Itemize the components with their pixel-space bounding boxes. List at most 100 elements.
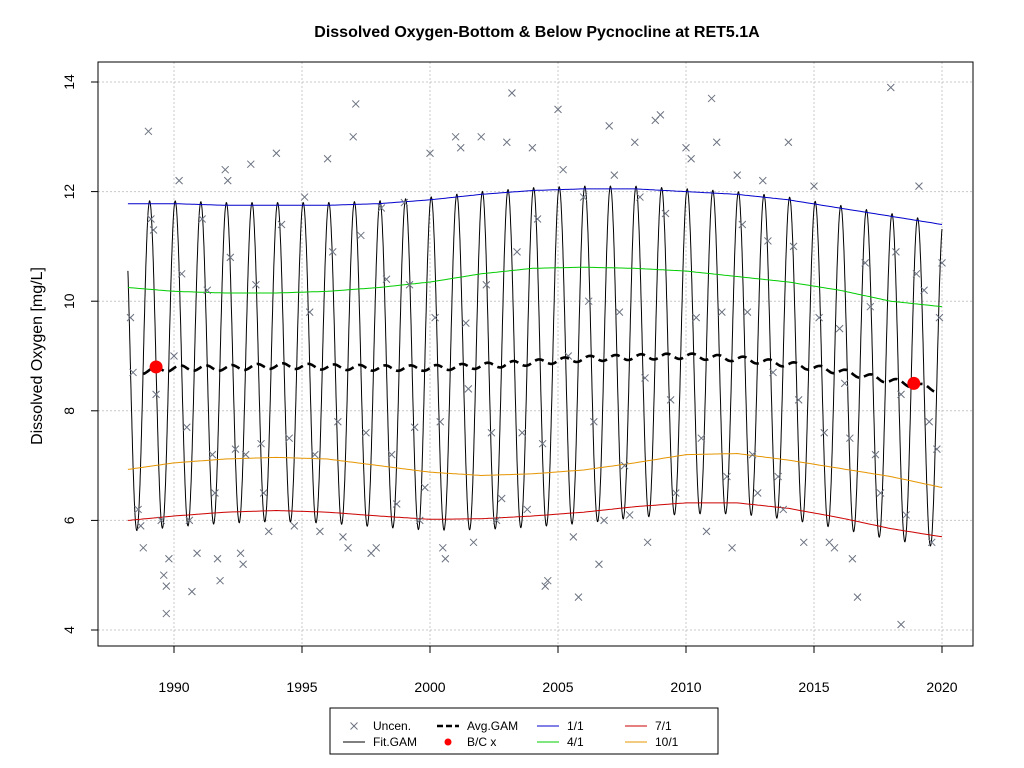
observation-point: [938, 258, 946, 267]
observation-stroke: [733, 171, 742, 180]
observation-stroke: [853, 593, 862, 601]
observation-point: [712, 138, 721, 147]
observation-point: [426, 149, 434, 158]
observation-stroke: [469, 538, 478, 547]
observation-stroke: [252, 280, 260, 289]
observation-stroke: [915, 182, 923, 190]
observation-stroke: [246, 160, 255, 169]
observation-stroke: [758, 176, 767, 185]
observation-point: [405, 280, 414, 289]
y-axis-label: Dissolved Oxygen [mg/L]: [29, 267, 46, 445]
observation-point: [738, 220, 747, 229]
observation-stroke: [502, 138, 511, 147]
x-tick-label: 2010: [670, 679, 701, 695]
observation-point: [886, 83, 895, 92]
observation-stroke: [615, 308, 624, 317]
observation-stroke: [421, 483, 429, 492]
y-tick-label: 4: [61, 626, 77, 634]
legend-item: B/C x: [444, 735, 496, 749]
observation-stroke: [152, 390, 160, 399]
observation-stroke: [162, 582, 171, 591]
observation-stroke: [682, 143, 690, 152]
observation-stroke: [569, 532, 578, 541]
observation-point: [915, 182, 923, 190]
observation-stroke: [333, 417, 342, 426]
observation-point: [387, 450, 396, 459]
observation-point: [723, 472, 731, 481]
observation-stroke: [861, 258, 870, 267]
observation-point: [569, 532, 578, 541]
observation-point: [579, 193, 588, 201]
observation-stroke: [147, 215, 155, 223]
observation-point: [502, 138, 511, 147]
observation-stroke: [241, 450, 250, 459]
observation-point: [328, 248, 337, 256]
observation-point: [589, 417, 598, 426]
observation-stroke: [845, 434, 854, 443]
observation-point: [774, 472, 783, 481]
observation-point: [584, 297, 593, 306]
legend-item: Uncen.: [350, 719, 411, 733]
observation-point: [159, 571, 168, 580]
observation-point: [574, 593, 583, 601]
observation-stroke: [728, 543, 736, 552]
observation-point: [508, 89, 516, 97]
observation-stroke: [769, 368, 777, 377]
observation-stroke: [257, 439, 265, 448]
observation-point: [362, 428, 370, 437]
legend-item: Fit.GAM: [343, 735, 417, 749]
legend-item: 1/1: [537, 719, 584, 733]
observation-point: [157, 516, 166, 525]
observation-point: [728, 543, 736, 552]
observation-point: [620, 461, 629, 470]
observation-stroke: [687, 154, 695, 163]
observation-stroke: [134, 505, 143, 514]
observation-point: [208, 450, 217, 459]
observation-point: [492, 516, 501, 525]
x-tick-label: 2020: [926, 679, 957, 695]
observation-point: [656, 111, 665, 119]
observation-stroke: [344, 543, 352, 552]
observation-stroke: [912, 269, 921, 278]
observation-stroke: [188, 587, 196, 596]
observation-point: [349, 132, 358, 141]
observation-point: [748, 450, 757, 459]
observation-stroke: [349, 132, 358, 141]
observation-point: [764, 237, 772, 245]
observation-stroke: [892, 248, 900, 256]
observation-stroke: [272, 149, 281, 158]
observation-point: [431, 313, 439, 322]
observation-point: [853, 593, 862, 601]
observation-stroke: [543, 576, 552, 585]
observation-stroke: [231, 445, 240, 454]
observation-point: [300, 193, 309, 201]
series-line-10-1: [127, 452, 943, 488]
observation-stroke: [236, 549, 245, 558]
observation-point: [410, 423, 419, 432]
observation-point: [687, 154, 695, 163]
observation-stroke: [815, 313, 823, 322]
y-tick-label: 14: [61, 74, 77, 90]
observation-point: [845, 434, 854, 443]
legend-label: Fit.GAM: [373, 735, 417, 749]
observation-stroke: [223, 176, 232, 185]
observation-stroke: [351, 100, 360, 108]
observation-point: [543, 576, 552, 585]
observation-stroke: [382, 275, 391, 284]
observation-stroke: [144, 127, 153, 136]
observation-point: [528, 143, 537, 152]
observation-stroke: [902, 511, 911, 519]
observation-stroke: [339, 532, 347, 541]
observation-stroke: [697, 434, 706, 443]
observation-point: [784, 138, 793, 147]
legend-label: 7/1: [655, 719, 672, 733]
observation-stroke: [753, 489, 762, 497]
x-tick-label: 1990: [158, 679, 189, 695]
observation-point: [559, 165, 567, 174]
observation-point: [871, 450, 880, 459]
observation-stroke: [538, 439, 547, 448]
observation-point: [840, 379, 849, 388]
observation-stroke: [372, 543, 381, 552]
observation-point: [400, 198, 409, 207]
